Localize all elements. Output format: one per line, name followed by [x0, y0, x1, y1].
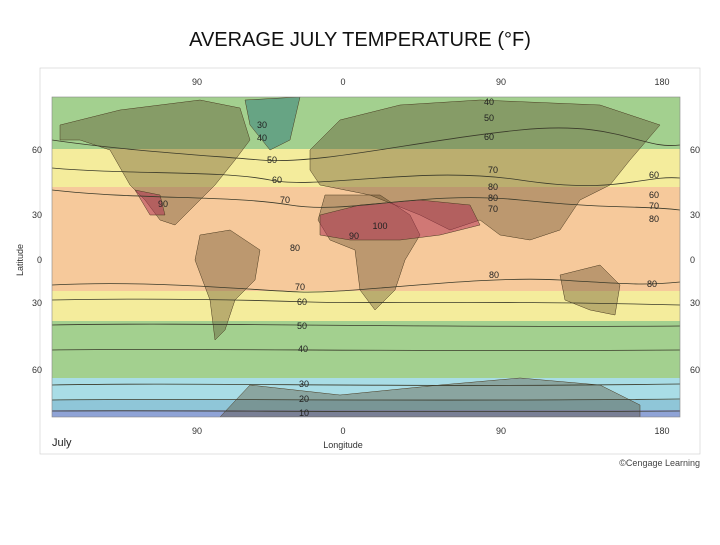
- latitude-tick: 30: [32, 210, 42, 220]
- isotherm-label: 80: [489, 270, 499, 280]
- longitude-tick: 0: [340, 77, 345, 87]
- latitude-tick: 60: [32, 365, 42, 375]
- isotherm-label: 100: [372, 221, 387, 231]
- longitude-tick: 90: [496, 77, 506, 87]
- isotherm: [52, 298, 680, 306]
- longitude-tick: 90: [496, 426, 506, 436]
- y-axis-label: Latitude: [15, 244, 25, 276]
- land: [219, 377, 641, 417]
- isotherm: [52, 383, 680, 386]
- isotherm-label: 80: [488, 193, 498, 203]
- isotherm: [52, 349, 680, 351]
- latitude-tick: 60: [690, 145, 700, 155]
- isotherm-label: 70: [488, 204, 498, 214]
- longitude-tick: 90: [192, 77, 202, 87]
- isotherm: [52, 127, 680, 161]
- latitude-tick: 60: [32, 145, 42, 155]
- isotherm: [52, 189, 680, 211]
- land: [559, 264, 621, 316]
- season-label: July: [52, 437, 72, 449]
- isotherm-label: 30: [299, 379, 309, 389]
- latitude-tick: 60: [690, 365, 700, 375]
- isotherm-label: 60: [272, 175, 282, 185]
- isotherm: [52, 323, 680, 327]
- map-border: [51, 96, 681, 418]
- isotherm: [52, 167, 680, 187]
- isotherm-label: 80: [647, 279, 657, 289]
- isotherm-label: 40: [257, 133, 267, 143]
- isotherm-label: 60: [649, 170, 659, 180]
- isotherm-label: 60: [649, 190, 659, 200]
- isotherm-label: 80: [488, 182, 498, 192]
- band: [52, 378, 680, 400]
- map: [52, 97, 680, 417]
- isotherm-label: 70: [280, 195, 290, 205]
- title: AVERAGE JULY TEMPERATURE (°F): [189, 29, 531, 51]
- band: [52, 400, 680, 410]
- latitude-tick: 0: [37, 255, 42, 265]
- isotherm-label: 30: [257, 120, 267, 130]
- isotherm-label: 70: [295, 282, 305, 292]
- isotherm-label: 20: [299, 394, 309, 404]
- credit: ©Cengage Learning: [619, 458, 700, 468]
- land: [59, 99, 251, 226]
- isotherm: [52, 278, 680, 293]
- latitude-tick: 30: [690, 210, 700, 220]
- isotherm-label: 50: [267, 155, 277, 165]
- isotherm-label: 80: [649, 214, 659, 224]
- longitude-tick: 180: [654, 426, 669, 436]
- isotherm-label: 60: [297, 297, 307, 307]
- land: [194, 229, 261, 341]
- isotherm-label: 70: [488, 165, 498, 175]
- isotherm-label: 40: [298, 344, 308, 354]
- band: [52, 149, 680, 187]
- isotherm: [52, 398, 680, 401]
- latitude-tick: 30: [32, 298, 42, 308]
- isotherm-label: 50: [484, 113, 494, 123]
- isotherm-label: 50: [297, 321, 307, 331]
- longitude-tick: 90: [192, 426, 202, 436]
- isotherm-label: 90: [349, 231, 359, 241]
- isotherm-label: 40: [484, 97, 494, 107]
- isotherm-label: 90: [158, 199, 168, 209]
- band: [52, 291, 680, 321]
- x-axis-label: Longitude: [323, 440, 363, 450]
- isotherm-label: 70: [649, 201, 659, 211]
- isotherm-label: 60: [484, 132, 494, 142]
- longitude-tick: 180: [654, 77, 669, 87]
- latitude-tick: 0: [690, 255, 695, 265]
- land: [244, 97, 301, 151]
- longitude-tick: 0: [340, 426, 345, 436]
- latitude-tick: 30: [690, 298, 700, 308]
- isotherm-label: 80: [290, 243, 300, 253]
- isotherm-label: 10: [299, 408, 309, 418]
- band: [52, 410, 680, 417]
- isotherm: [52, 410, 680, 413]
